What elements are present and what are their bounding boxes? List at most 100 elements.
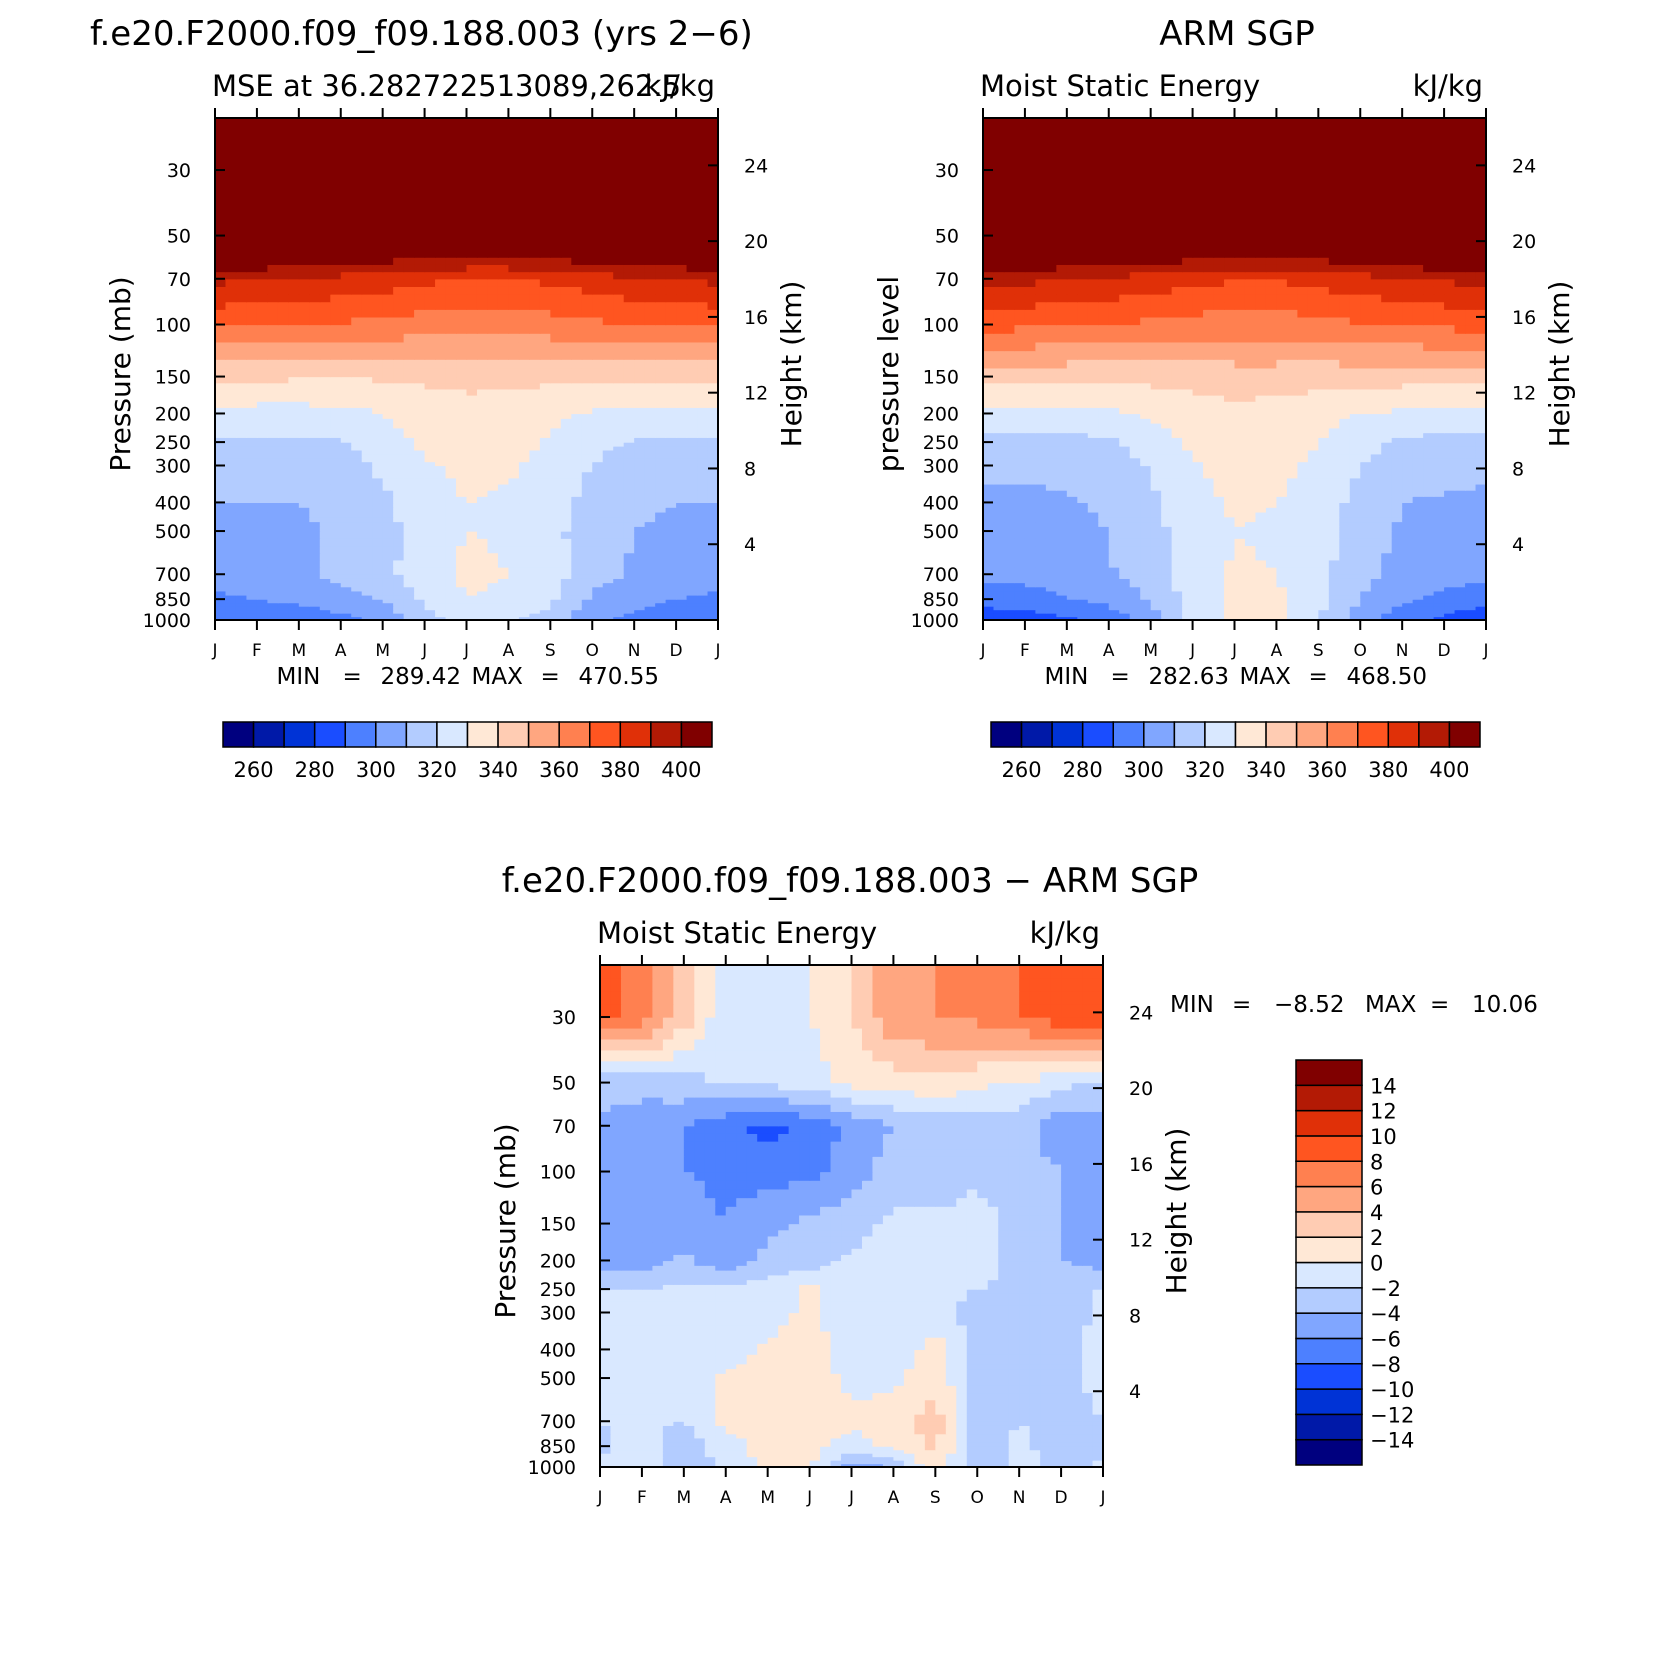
- heatmap-cell: [267, 333, 279, 343]
- heatmap-cell: [445, 582, 457, 588]
- heatmap-cell: [1119, 602, 1131, 607]
- heatmap-cell: [529, 242, 541, 251]
- heatmap-cell: [403, 401, 415, 408]
- heatmap-cell: [340, 350, 352, 360]
- heatmap-cell: [424, 442, 436, 447]
- heatmap-cell: [602, 388, 614, 396]
- heatmap-cell: [435, 235, 447, 244]
- heatmap-cell: [655, 144, 667, 158]
- heatmap-cell: [1108, 511, 1120, 518]
- heatmap-cell: [560, 382, 572, 390]
- heatmap-cell: [309, 567, 321, 575]
- heatmap-cell: [686, 418, 698, 424]
- heatmap-cell: [1297, 602, 1309, 607]
- heatmap-cell: [1077, 552, 1089, 561]
- heatmap-cell: [361, 407, 373, 415]
- heatmap-cell: [592, 516, 604, 523]
- heatmap-cell: [1444, 507, 1456, 513]
- heatmap-cell: [634, 567, 646, 575]
- heatmap-cell: [414, 359, 426, 369]
- heatmap-cell: [1412, 531, 1424, 539]
- heatmap-cell: [1360, 590, 1372, 596]
- heatmap-cell: [1182, 552, 1194, 561]
- heatmap-cell: [644, 594, 656, 600]
- heatmap-cell: [1129, 599, 1141, 604]
- heatmap-cell: [298, 395, 310, 402]
- heatmap-cell: [697, 471, 709, 479]
- heatmap-cell: [445, 191, 457, 204]
- heatmap-cell: [256, 442, 268, 447]
- heatmap-cell: [634, 131, 646, 145]
- heatmap-cell: [235, 249, 248, 258]
- heatmap-cell: [403, 594, 415, 600]
- heatmap-cell: [623, 516, 635, 523]
- heatmap-cell: [1307, 538, 1319, 547]
- heatmap-cell: [1150, 507, 1162, 513]
- heatmap-cell: [697, 511, 709, 518]
- heatmap-cell: [1108, 567, 1120, 575]
- heatmap-cell: [309, 359, 321, 369]
- heatmap-cell: [319, 457, 331, 463]
- pressure-tick-label: 30: [167, 160, 191, 182]
- heatmap-cell: [1381, 567, 1393, 575]
- heatmap-cell: [267, 224, 279, 237]
- heatmap-cell: [1381, 616, 1393, 621]
- heatmap-cell: [602, 545, 614, 554]
- heatmap-cell: [319, 367, 331, 378]
- heatmap-cell: [613, 413, 625, 419]
- heatmap-cell: [686, 599, 698, 604]
- heatmap-cell: [676, 437, 688, 443]
- heatmap-cell: [403, 457, 415, 463]
- heatmap-cell: [487, 350, 499, 360]
- heatmap-cell: [215, 180, 227, 193]
- heatmap-cell: [319, 118, 331, 132]
- heatmap-cell: [1192, 574, 1204, 579]
- heatmap-cell: [508, 157, 520, 171]
- heatmap-cell: [351, 538, 363, 547]
- heatmap-cell: [1056, 586, 1068, 592]
- heatmap-cell: [634, 531, 646, 539]
- colorbar-label: 360: [539, 758, 579, 782]
- heatmap-cell: [1234, 521, 1246, 527]
- heatmap-cell: [403, 131, 415, 145]
- heatmap-cell: [1066, 511, 1078, 518]
- heatmap-cell: [1433, 599, 1445, 604]
- heatmap-cell: [497, 301, 510, 310]
- heatmap-cell: [445, 382, 457, 390]
- heatmap-cell: [1391, 578, 1403, 584]
- heatmap-cell: [476, 567, 489, 575]
- heatmap-cell: [1045, 574, 1057, 579]
- heatmap-cell: [330, 418, 342, 424]
- heatmap-cell: [613, 418, 625, 424]
- heatmap-cell: [1265, 538, 1278, 547]
- heatmap-cell: [340, 180, 352, 193]
- heatmap-cell: [1370, 516, 1382, 523]
- heatmap-cell: [508, 552, 520, 561]
- heatmap-cell: [1014, 521, 1026, 527]
- heatmap-cell: [497, 502, 510, 508]
- heatmap-cell: [256, 213, 268, 226]
- heatmap-cell: [246, 382, 258, 390]
- heatmap-cell: [351, 432, 363, 438]
- heatmap-cell: [697, 202, 709, 215]
- heatmap-cell: [235, 367, 248, 378]
- heatmap-cell: [550, 461, 562, 467]
- heatmap-cell: [466, 382, 478, 390]
- heatmap-cell: [529, 442, 541, 447]
- heatmap-cell: [372, 477, 384, 485]
- heatmap-cell: [277, 496, 289, 504]
- heatmap-cell: [215, 388, 227, 396]
- heatmap-cell: [1014, 567, 1026, 575]
- heatmap-cell: [235, 437, 248, 443]
- heatmap-cell: [382, 286, 394, 295]
- heatmap-cell: [288, 202, 300, 215]
- heatmap-cell: [1087, 599, 1099, 604]
- heatmap-cell: [288, 376, 300, 384]
- heatmap-cell: [634, 545, 646, 554]
- heatmap-cell: [256, 418, 268, 424]
- heatmap-cell: [613, 453, 625, 459]
- heatmap-cell: [508, 502, 520, 508]
- heatmap-cell: [1056, 574, 1068, 579]
- heatmap-cell: [1412, 586, 1424, 592]
- heatmap-cell: [571, 446, 583, 451]
